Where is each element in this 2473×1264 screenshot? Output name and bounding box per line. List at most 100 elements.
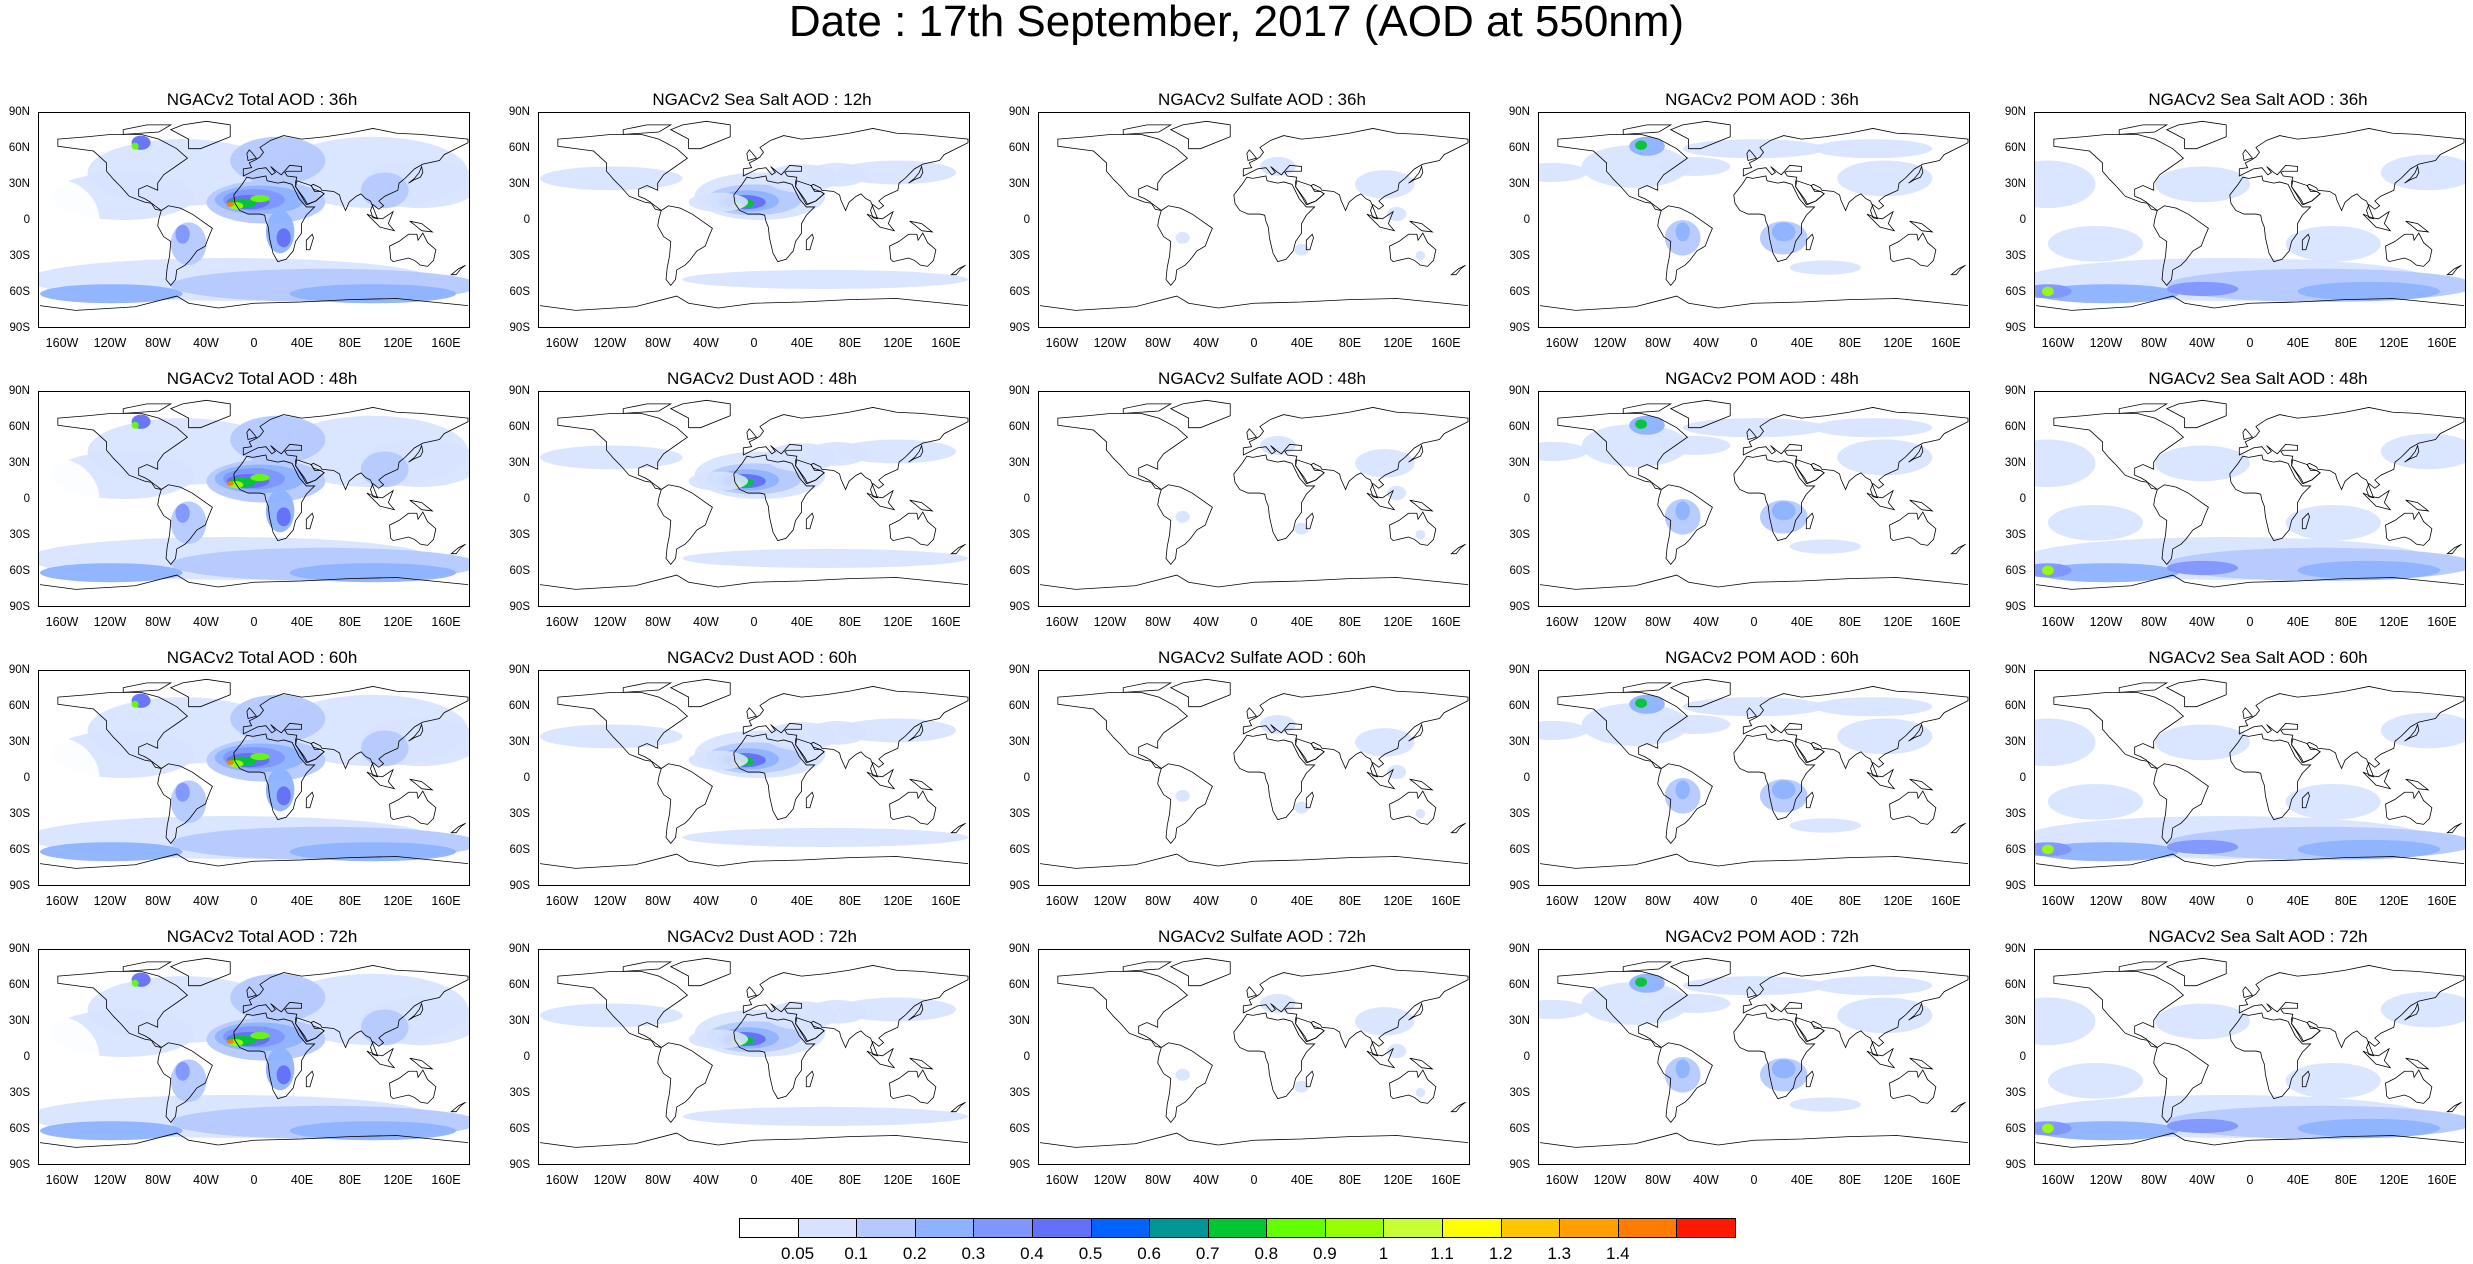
coastline-madagascar	[1305, 512, 1314, 530]
aod-field-patch	[2297, 839, 2441, 859]
lon-tick-label: 0	[2246, 1173, 2254, 1187]
aod-field-patch	[1355, 1007, 1415, 1036]
lat-tick-label: 0	[1523, 214, 1530, 226]
aod-field-patch	[682, 548, 968, 568]
coastline-greenland	[1669, 678, 1731, 708]
coastline-australia	[389, 790, 437, 825]
coastline-indonesia	[366, 489, 396, 511]
lon-tick-label: 160W	[45, 894, 79, 908]
coastline-antarctica	[1039, 1132, 1469, 1148]
coastline-antarctica	[39, 295, 469, 311]
coastline-africa	[2229, 454, 2312, 542]
lat-tick-label: 0	[523, 1051, 530, 1063]
coastline-madagascar	[1805, 233, 1814, 251]
aod-field-patch	[170, 222, 207, 266]
colorbar-swatch	[1383, 1218, 1444, 1238]
lon-tick-label: 120W	[1093, 1173, 1127, 1187]
lon-tick-label: 80E	[1338, 894, 1362, 908]
lon-tick-label: 0	[250, 894, 258, 908]
lon-tick-label: 160W	[1545, 1173, 1579, 1187]
panel-title: NGACv2 Sea Salt AOD : 72h	[2148, 927, 2368, 946]
lon-tick-label: 40W	[1693, 615, 1719, 629]
colorbar-tick-label: 1	[1378, 1244, 1389, 1263]
aod-field-patch	[2380, 154, 2465, 191]
coastline-arabia	[1795, 180, 1825, 206]
aod-field-patch	[1771, 1059, 1796, 1079]
coastline-greenland	[2165, 957, 2227, 987]
coastline-indonesia	[2362, 768, 2392, 790]
lon-tick-label: 40W	[2189, 615, 2215, 629]
coastline-greenland	[1669, 957, 1731, 987]
coastline-arabia	[1295, 180, 1325, 206]
coastline-nz	[1450, 543, 1466, 555]
lon-tick-label: 160W	[545, 615, 579, 629]
lat-tick-label: 60N	[1008, 700, 1030, 712]
lat-tick-label: 60N	[8, 142, 30, 154]
world-map	[538, 949, 970, 1165]
coastline-indonesia	[1366, 1047, 1396, 1069]
lon-tick-label: 80E	[1838, 615, 1862, 629]
coastline-nz	[1950, 543, 1966, 555]
lon-tick-label: 40E	[790, 894, 814, 908]
lon-tick-label: 40W	[2189, 1173, 2215, 1187]
lat-tick-label: 60S	[2005, 1123, 2026, 1135]
coastline-madagascar	[1305, 233, 1314, 251]
coastline-newguinea	[1409, 1057, 1434, 1070]
lon-tick-label: 0	[1750, 615, 1758, 629]
lat-tick-label: 60N	[8, 700, 30, 712]
lon-tick-label: 160W	[1045, 894, 1079, 908]
aod-field-patch	[2036, 842, 2179, 862]
coastline-japan	[408, 444, 424, 463]
lat-tick-label: 30N	[2004, 736, 2026, 748]
lon-tick-label: 160E	[931, 336, 961, 350]
lon-tick-label: 80W	[145, 336, 171, 350]
coastline-japan	[2404, 444, 2420, 463]
coastline-namerica	[2053, 971, 2185, 1048]
lat-tick-label: 60N	[2004, 979, 2026, 991]
map-panel: NGACv2 Sea Salt AOD : 36h 90N 60N 30N 0 30S 60…	[1996, 88, 2473, 358]
map-panel: NGACv2 Sea Salt AOD : 12h 90N 60N 30N 0 30S 60…	[500, 88, 1006, 358]
lon-tick-label: 80W	[145, 615, 171, 629]
coastline-greenland	[1169, 678, 1231, 708]
aod-field-patch	[1789, 818, 1861, 833]
coastline-arabia	[795, 1017, 825, 1043]
coastline-samerica	[157, 205, 213, 287]
coastline-antarctica	[1539, 853, 1969, 869]
map-panel: NGACv2 Dust AOD : 72h 90N 60N 30N 0 30S 60S 90S…	[500, 925, 1006, 1195]
lat-tick-label: 30N	[1508, 736, 1530, 748]
aod-field-patch	[1837, 439, 1933, 476]
lat-tick-label: 0	[23, 493, 30, 505]
lat-tick-label: 30N	[508, 178, 530, 190]
world-map	[1038, 112, 1470, 328]
aod-field-patch	[40, 1121, 183, 1141]
coastline-newguinea	[1909, 1057, 1934, 1070]
aod-field-patch	[1539, 999, 1588, 1019]
coastline-canarc	[1622, 961, 1673, 972]
lat-tick-label: 90N	[1008, 943, 1030, 955]
coastline-eurasia	[1742, 686, 1969, 778]
aod-field-patch	[2380, 991, 2465, 1028]
lon-tick-label: 40W	[1693, 336, 1719, 350]
coastline-africa	[233, 733, 316, 821]
coastline-canarc	[122, 124, 173, 135]
coastline-madagascar	[805, 512, 814, 530]
coastline-antarctica	[1539, 295, 1969, 311]
coastline-eurasia	[742, 128, 969, 220]
coastline-eurasia	[1242, 128, 1469, 220]
aod-field-patch	[1355, 449, 1415, 478]
lat-tick-label: 60N	[508, 142, 530, 154]
lat-tick-label: 30N	[1008, 736, 1030, 748]
lon-tick-label: 0	[750, 1173, 758, 1187]
coastline-newguinea	[2405, 778, 2430, 791]
lon-tick-label: 160E	[431, 894, 461, 908]
coastline-uk	[746, 149, 758, 162]
aod-field-patch	[837, 160, 957, 185]
coastline-samerica	[657, 763, 713, 845]
coastline-arabia	[1295, 1017, 1325, 1043]
coastline-uk	[746, 428, 758, 441]
coastline-eurasia	[2238, 965, 2465, 1057]
coastline-madagascar	[1805, 791, 1814, 809]
lon-tick-label: 120E	[1383, 1173, 1413, 1187]
lon-tick-label: 80W	[2141, 336, 2167, 350]
lat-tick-label: 30S	[9, 808, 30, 820]
